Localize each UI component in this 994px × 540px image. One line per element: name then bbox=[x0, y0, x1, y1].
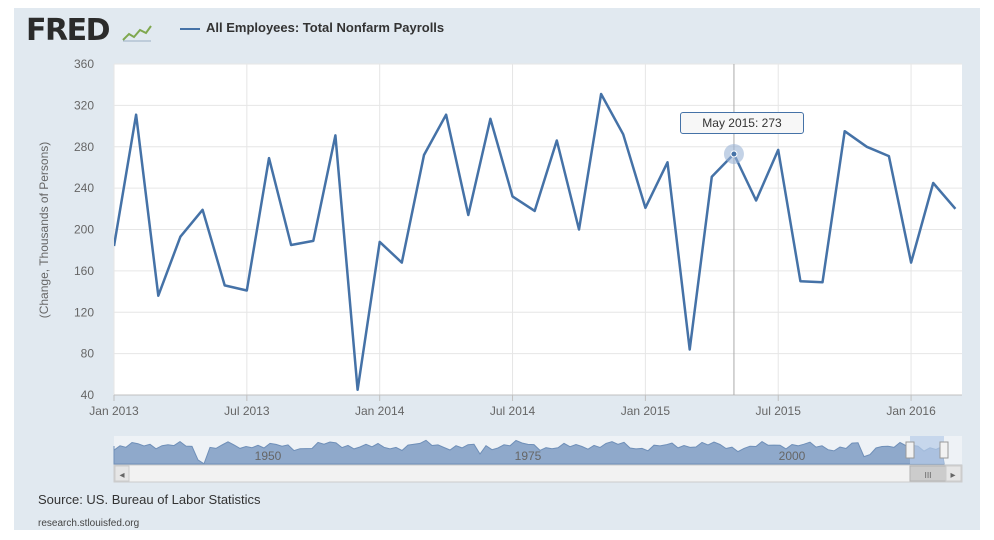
data-point[interactable] bbox=[774, 146, 782, 154]
data-point[interactable] bbox=[176, 233, 184, 241]
data-point[interactable] bbox=[553, 137, 561, 145]
tooltip-value: 273 bbox=[761, 116, 782, 130]
source-text: Source: US. Bureau of Labor Statistics bbox=[38, 492, 261, 507]
data-point[interactable] bbox=[531, 207, 539, 215]
data-point[interactable] bbox=[243, 287, 251, 295]
data-point[interactable] bbox=[376, 238, 384, 246]
data-point[interactable] bbox=[464, 211, 472, 219]
y-tick-label: 40 bbox=[81, 388, 95, 402]
navigator-label: 2000 bbox=[779, 449, 806, 463]
scroll-left-icon: ◂ bbox=[119, 470, 124, 481]
data-point[interactable] bbox=[132, 111, 140, 119]
data-point[interactable] bbox=[752, 197, 760, 205]
data-point[interactable] bbox=[486, 115, 494, 123]
navigator-handle-left[interactable] bbox=[905, 441, 915, 459]
data-point[interactable] bbox=[420, 151, 428, 159]
data-point[interactable] bbox=[907, 259, 915, 267]
data-point[interactable] bbox=[287, 241, 295, 249]
y-tick-label: 240 bbox=[74, 181, 94, 195]
data-point[interactable] bbox=[819, 278, 827, 286]
data-point[interactable] bbox=[796, 277, 804, 285]
scrollbar-track[interactable] bbox=[113, 464, 963, 483]
y-tick-label: 80 bbox=[81, 347, 95, 361]
data-point[interactable] bbox=[619, 130, 627, 138]
x-tick-label: Jul 2013 bbox=[224, 404, 270, 418]
y-axis-ticks: 40 80 120 160 200 240 280 320 360 bbox=[74, 57, 94, 402]
data-point[interactable] bbox=[509, 192, 517, 200]
site-link[interactable]: research.stlouisfed.org bbox=[38, 518, 140, 529]
navigator-label: 1975 bbox=[515, 449, 542, 463]
navigator-label: 1950 bbox=[255, 449, 282, 463]
data-point[interactable] bbox=[951, 205, 959, 213]
y-tick-label: 280 bbox=[74, 140, 94, 154]
data-point[interactable] bbox=[442, 111, 450, 119]
x-tick-label: Jan 2014 bbox=[355, 404, 405, 418]
data-point[interactable] bbox=[885, 152, 893, 160]
data-point[interactable] bbox=[708, 173, 716, 181]
data-point[interactable] bbox=[154, 292, 162, 300]
fred-logo[interactable]: FRED bbox=[26, 13, 111, 48]
navigator-handle-right[interactable] bbox=[939, 441, 949, 459]
data-point[interactable] bbox=[929, 179, 937, 187]
data-point[interactable] bbox=[110, 242, 118, 250]
y-axis-label: (Change, Thousands of Persons) bbox=[37, 142, 51, 319]
scroll-right-icon: ▸ bbox=[950, 470, 955, 481]
hover-point[interactable] bbox=[730, 150, 738, 158]
navigator-selection[interactable] bbox=[910, 436, 944, 464]
data-point[interactable] bbox=[686, 346, 694, 354]
data-point[interactable] bbox=[597, 90, 605, 98]
data-point[interactable] bbox=[841, 127, 849, 135]
legend-label: All Employees: Total Nonfarm Payrolls bbox=[206, 20, 445, 35]
trend-graph-icon bbox=[122, 25, 152, 42]
data-point[interactable] bbox=[199, 206, 207, 214]
tooltip: May 2015: 273 bbox=[680, 112, 804, 134]
data-point[interactable] bbox=[664, 158, 672, 166]
data-point[interactable] bbox=[265, 154, 273, 162]
y-tick-label: 120 bbox=[74, 305, 94, 319]
data-point[interactable] bbox=[575, 226, 583, 234]
y-tick-label: 320 bbox=[74, 98, 94, 112]
x-tick-label: Jan 2016 bbox=[886, 404, 936, 418]
data-point[interactable] bbox=[398, 259, 406, 267]
y-tick-label: 200 bbox=[74, 223, 94, 237]
data-point[interactable] bbox=[221, 281, 229, 289]
scroll-right-button[interactable] bbox=[945, 465, 962, 482]
scroll-left-button[interactable] bbox=[114, 465, 130, 482]
x-tick-label: Jul 2015 bbox=[756, 404, 802, 418]
y-tick-label: 360 bbox=[74, 57, 94, 71]
x-tick-label: Jan 2015 bbox=[621, 404, 671, 418]
data-point[interactable] bbox=[354, 386, 362, 394]
legend-swatch bbox=[180, 28, 200, 30]
data-point[interactable] bbox=[863, 143, 871, 151]
x-tick-label: Jan 2013 bbox=[89, 404, 139, 418]
x-axis-ticks: Jan 2013 Jul 2013 Jan 2014 Jul 2014 Jan 2015… bbox=[89, 394, 962, 418]
data-point[interactable] bbox=[331, 131, 339, 139]
scrollbar-grip-icon: III bbox=[924, 471, 931, 480]
y-tick-label: 160 bbox=[74, 264, 94, 278]
series-line bbox=[114, 92, 957, 392]
tooltip-date: May 2015: bbox=[702, 116, 759, 130]
data-point[interactable] bbox=[641, 204, 649, 212]
navigator-area bbox=[113, 439, 945, 465]
data-point[interactable] bbox=[309, 237, 317, 245]
x-tick-label: Jul 2014 bbox=[490, 404, 536, 418]
